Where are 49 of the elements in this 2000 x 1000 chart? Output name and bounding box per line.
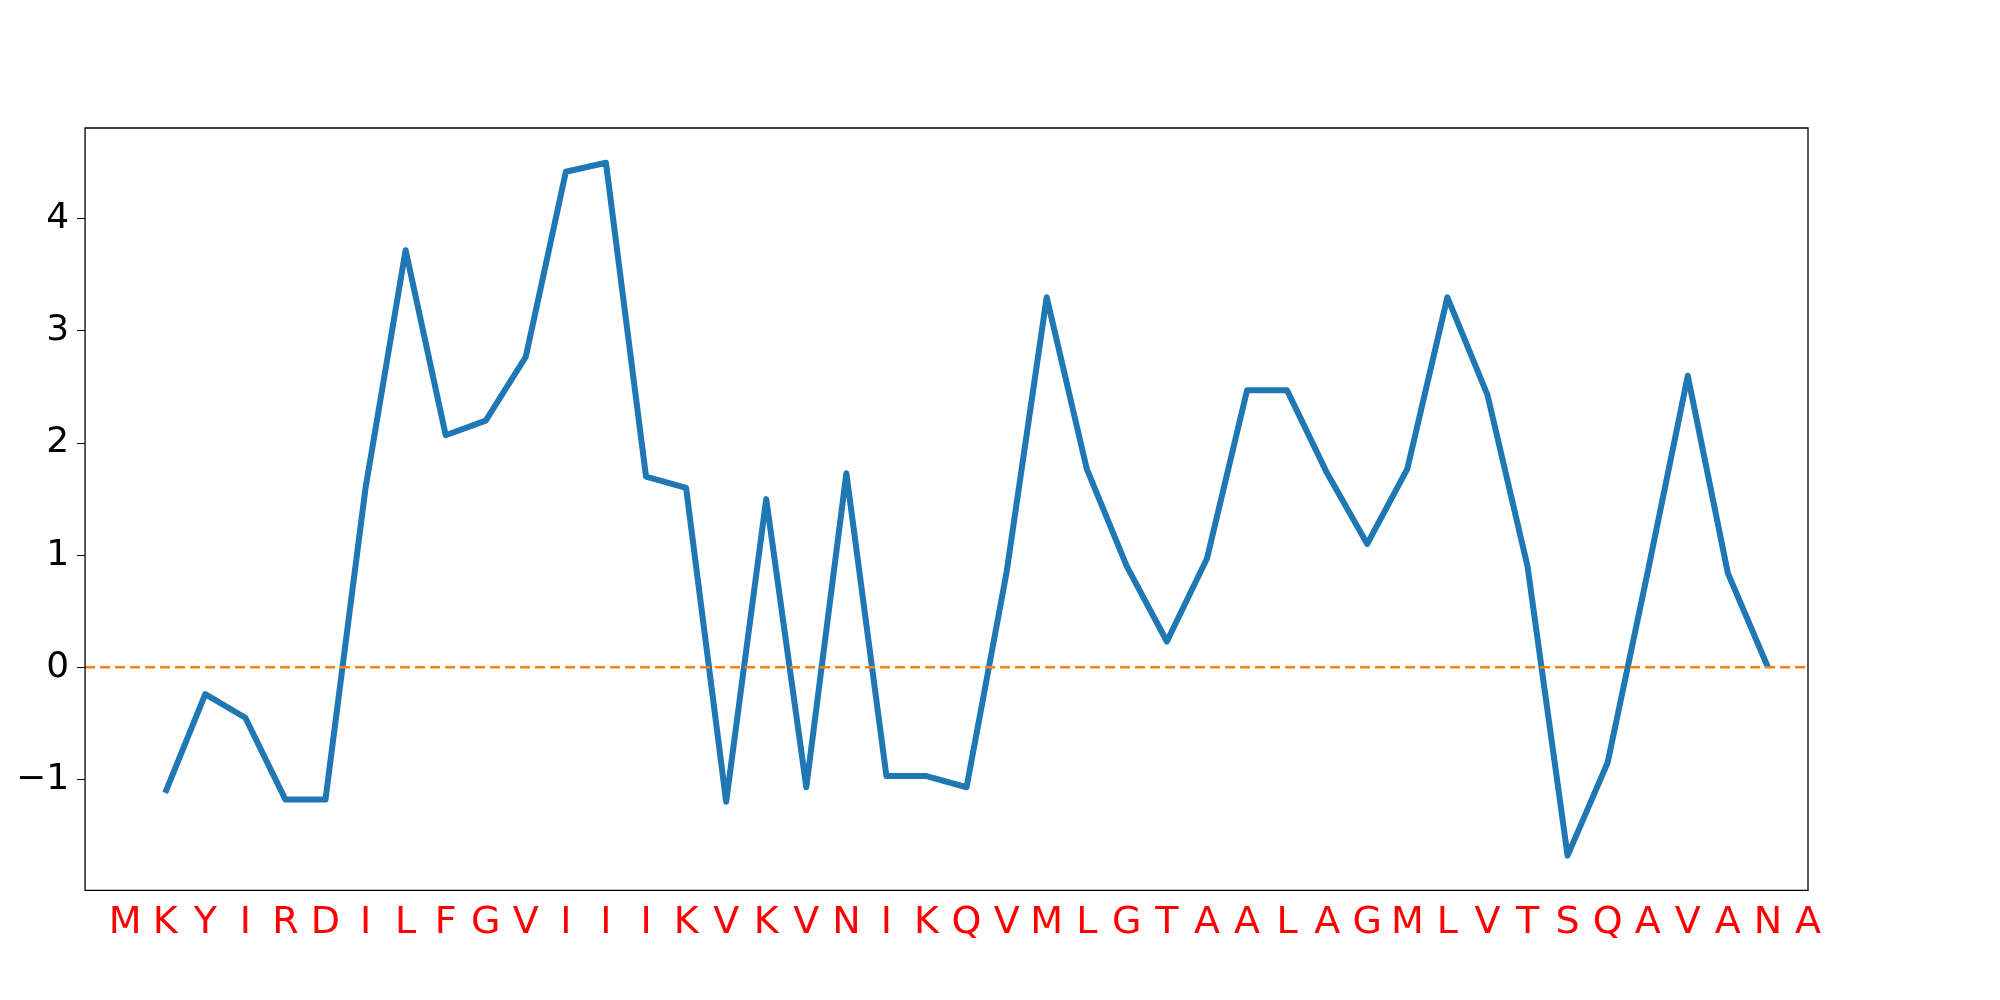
- x-tick-label: V: [512, 898, 539, 943]
- x-tick-label: I: [239, 898, 251, 943]
- x-tick-label: K: [673, 898, 700, 943]
- x-tick-label: M: [1030, 898, 1064, 943]
- y-tick-label: −1: [15, 755, 70, 797]
- x-tick-label: I: [600, 898, 612, 943]
- x-tick-label: K: [753, 898, 780, 943]
- x-tick-label: D: [310, 898, 341, 943]
- x-tick-label: A: [1234, 898, 1261, 943]
- x-tick-label: G: [1352, 898, 1382, 943]
- x-tick-label: Y: [192, 898, 218, 943]
- x-tick-label: L: [1076, 898, 1098, 943]
- x-tick-label: V: [793, 898, 820, 943]
- x-tick-label: I: [359, 898, 372, 943]
- x-tick-label: V: [713, 898, 740, 943]
- x-tick-label: K: [914, 898, 941, 943]
- x-tick-label: S: [1555, 898, 1580, 943]
- x-tick-label: A: [1714, 898, 1741, 943]
- x-tick-label: M: [1390, 898, 1424, 943]
- x-tick-label: L: [1436, 898, 1458, 943]
- x-tick-label: L: [1276, 898, 1298, 943]
- x-tick-label: I: [880, 898, 893, 943]
- y-tick-label: 0: [46, 643, 70, 685]
- x-tick-label: L: [395, 898, 417, 943]
- x-tick-label: F: [434, 898, 457, 943]
- x-tick-label: N: [1753, 898, 1783, 943]
- x-tick-label: M: [108, 898, 142, 943]
- x-tick-label: A: [1795, 898, 1821, 943]
- x-tick-label: G: [471, 898, 501, 943]
- x-tick-label: V: [1474, 898, 1501, 943]
- y-tick-label: 2: [46, 419, 70, 461]
- x-tick-label: I: [640, 898, 652, 943]
- x-tick-label: T: [1154, 898, 1180, 943]
- x-tick-label: G: [1112, 898, 1142, 943]
- y-tick-label: 4: [46, 195, 70, 237]
- x-tick-label: A: [1193, 898, 1220, 943]
- x-tick-label: A: [1314, 898, 1341, 943]
- x-tick-label: Q: [951, 898, 982, 943]
- x-tick-label: Q: [1592, 898, 1623, 943]
- y-tick-label: 1: [46, 531, 70, 573]
- x-tick-label: V: [1674, 898, 1701, 943]
- x-tick-label: T: [1514, 898, 1540, 943]
- y-tick-label: 3: [46, 307, 70, 349]
- x-tick-label: K: [152, 898, 179, 943]
- x-tick-label: V: [993, 898, 1020, 943]
- x-tick-label: R: [272, 898, 299, 943]
- x-tick-label: N: [832, 898, 861, 943]
- x-tick-label: A: [1634, 898, 1661, 943]
- x-tick-label: I: [560, 898, 572, 943]
